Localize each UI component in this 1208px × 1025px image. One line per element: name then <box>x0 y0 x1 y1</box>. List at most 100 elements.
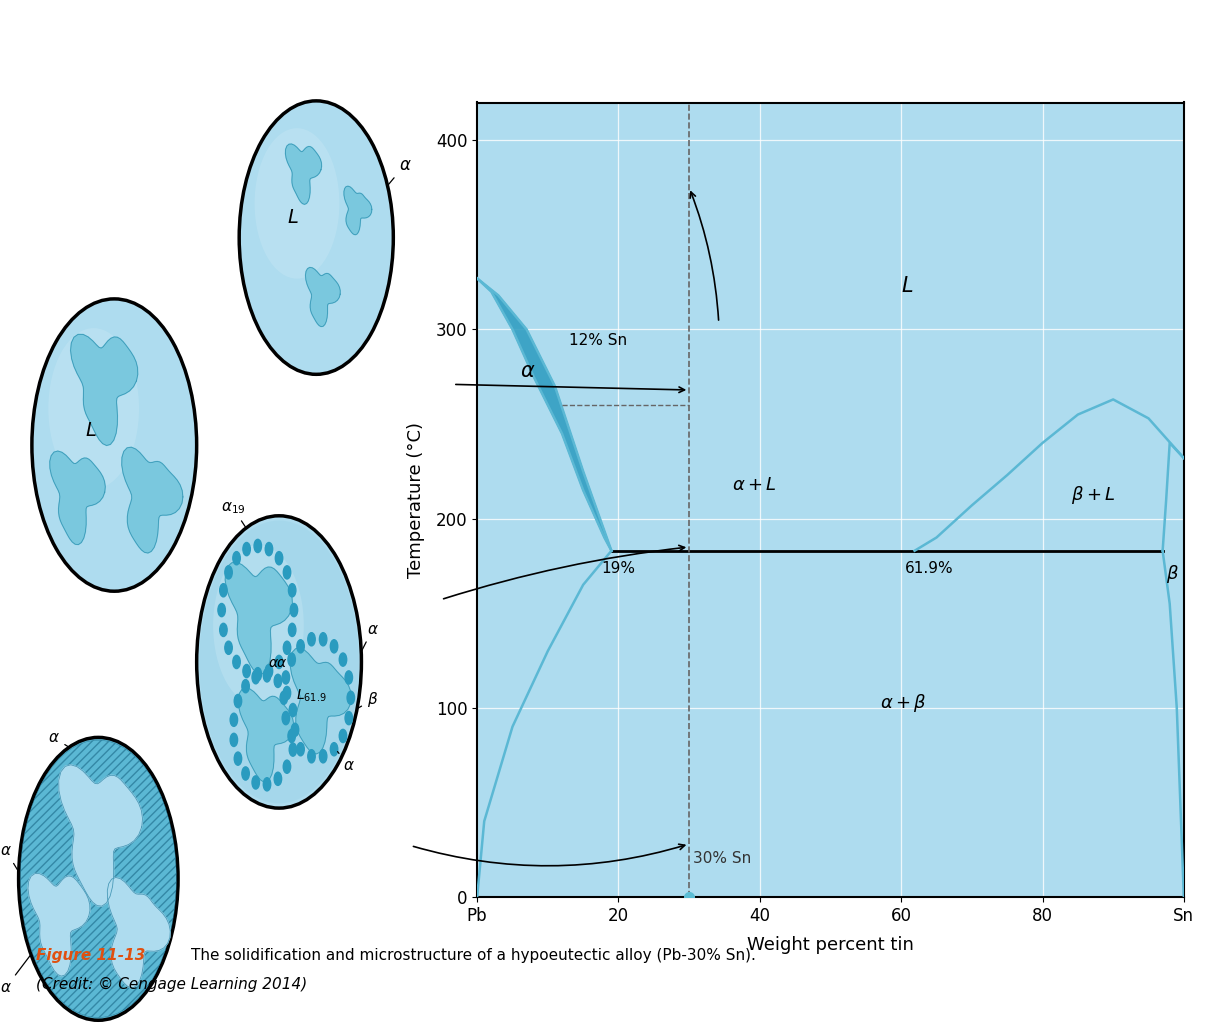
Circle shape <box>197 516 361 808</box>
Circle shape <box>280 691 288 704</box>
Text: $\alpha$: $\alpha$ <box>337 751 355 774</box>
Circle shape <box>254 667 261 681</box>
Circle shape <box>48 328 139 489</box>
Text: $\beta$: $\beta$ <box>349 691 378 713</box>
Polygon shape <box>290 648 352 753</box>
Text: Figure 11-13: Figure 11-13 <box>36 948 146 963</box>
Circle shape <box>283 670 290 684</box>
Polygon shape <box>306 268 341 327</box>
Circle shape <box>255 128 339 279</box>
Circle shape <box>330 640 338 653</box>
Circle shape <box>289 623 296 637</box>
Text: $\alpha$: $\alpha$ <box>319 115 359 167</box>
Text: 19%: 19% <box>600 562 635 576</box>
Circle shape <box>225 642 232 654</box>
X-axis label: Weight percent tin: Weight percent tin <box>747 936 914 953</box>
Text: $\alpha$: $\alpha$ <box>0 844 36 900</box>
Circle shape <box>290 604 297 617</box>
Circle shape <box>308 632 315 646</box>
Circle shape <box>289 743 297 756</box>
Circle shape <box>217 604 226 617</box>
Text: 12% Sn: 12% Sn <box>569 332 627 347</box>
Circle shape <box>233 655 240 668</box>
Text: $\alpha$: $\alpha$ <box>53 495 66 552</box>
Circle shape <box>274 674 281 688</box>
Text: $\alpha$: $\alpha$ <box>348 621 378 679</box>
Circle shape <box>319 749 327 763</box>
Polygon shape <box>59 765 143 906</box>
Circle shape <box>283 711 290 725</box>
Circle shape <box>266 664 273 678</box>
Polygon shape <box>70 334 138 446</box>
Text: $L$: $L$ <box>85 420 97 440</box>
Circle shape <box>243 542 250 556</box>
Circle shape <box>252 670 260 684</box>
Circle shape <box>213 545 303 706</box>
Circle shape <box>266 542 273 556</box>
Circle shape <box>345 711 353 725</box>
Circle shape <box>252 776 260 789</box>
Polygon shape <box>50 451 105 544</box>
Circle shape <box>234 695 242 707</box>
Y-axis label: Temperature (°C): Temperature (°C) <box>407 421 425 578</box>
Circle shape <box>319 632 327 646</box>
Circle shape <box>243 664 250 678</box>
Circle shape <box>283 761 291 773</box>
Circle shape <box>233 551 240 565</box>
Circle shape <box>242 767 249 780</box>
Circle shape <box>339 653 347 666</box>
Circle shape <box>308 749 315 763</box>
Polygon shape <box>477 279 611 550</box>
Circle shape <box>289 703 297 716</box>
Circle shape <box>225 566 232 579</box>
Circle shape <box>291 724 298 736</box>
Text: The solidification and microstructure of a hypoeutectic alloy (Pb-30% Sn).: The solidification and microstructure of… <box>191 948 756 963</box>
Text: $\alpha + L$: $\alpha + L$ <box>732 477 777 494</box>
Circle shape <box>283 687 291 700</box>
Circle shape <box>31 299 197 591</box>
Circle shape <box>234 752 242 766</box>
Circle shape <box>284 566 291 579</box>
Circle shape <box>242 680 249 693</box>
Circle shape <box>289 583 296 597</box>
Text: $L$: $L$ <box>901 276 913 295</box>
Polygon shape <box>108 877 170 988</box>
Polygon shape <box>344 187 372 235</box>
Circle shape <box>347 691 354 704</box>
Text: $\alpha$: $\alpha$ <box>519 361 535 380</box>
Text: $\beta$: $\beta$ <box>1166 563 1179 585</box>
Text: $\alpha$: $\alpha$ <box>277 656 288 669</box>
Circle shape <box>345 670 353 684</box>
Text: $\alpha$: $\alpha$ <box>156 912 173 951</box>
Text: 30% Sn: 30% Sn <box>692 851 751 866</box>
Text: $\alpha$: $\alpha$ <box>268 656 279 669</box>
Text: $\alpha_{19}$: $\alpha_{19}$ <box>221 500 256 543</box>
Circle shape <box>275 551 283 565</box>
Circle shape <box>275 655 283 668</box>
Circle shape <box>254 539 261 552</box>
Polygon shape <box>28 873 89 976</box>
Polygon shape <box>122 447 182 554</box>
Polygon shape <box>238 688 294 782</box>
Circle shape <box>274 772 281 785</box>
Text: $\alpha$: $\alpha$ <box>330 316 368 340</box>
Text: $L_{61.9}$: $L_{61.9}$ <box>296 688 326 704</box>
Polygon shape <box>225 563 292 674</box>
Text: $\alpha$: $\alpha$ <box>0 947 36 995</box>
Circle shape <box>330 743 338 755</box>
Circle shape <box>288 653 296 666</box>
Circle shape <box>297 743 304 755</box>
Circle shape <box>263 778 271 791</box>
Circle shape <box>284 642 291 654</box>
Circle shape <box>18 737 178 1020</box>
Circle shape <box>231 733 238 746</box>
Circle shape <box>199 521 359 804</box>
Circle shape <box>339 730 347 742</box>
Polygon shape <box>285 145 321 204</box>
Circle shape <box>263 668 271 682</box>
Circle shape <box>239 100 394 374</box>
Text: $L$: $L$ <box>288 208 298 228</box>
Circle shape <box>231 713 238 727</box>
Circle shape <box>220 623 227 637</box>
Text: $\alpha + \beta$: $\alpha + \beta$ <box>879 692 927 713</box>
